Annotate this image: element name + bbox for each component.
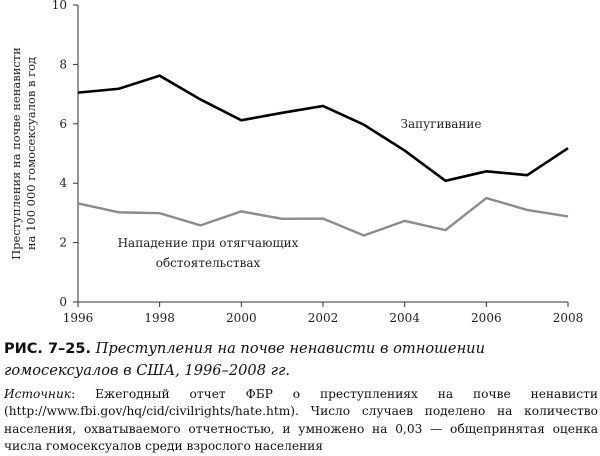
x-tick-label: 1998 [144,311,175,325]
source-label: Источник [4,387,71,401]
y-tick-label: 4 [59,176,67,190]
x-tick-label: 2004 [389,311,420,325]
x-tick-label: 1996 [63,311,94,325]
y-tick-label: 8 [59,57,67,71]
series-label-line: Запугивание [401,117,482,131]
series-label-aggravated-assault: Нападение при отягчающих обстоятельствах [118,236,299,270]
series-line-aggravated-assault [78,198,568,235]
x-tick-label: 2006 [471,311,502,325]
hate-crimes-line-chart: Преступления на почве ненавистина 100 00… [0,0,600,336]
y-axis-title: Преступления на почве ненавистина 100 00… [9,47,38,260]
figure-number: РИС. 7–25. [4,341,91,357]
series-group: Запугивание Нападение при отягчающих обсто… [78,76,568,270]
y-axis-title-line: на 100 000 гомосексуалов в год [24,57,38,250]
figure-caption: РИС. 7–25. Преступления на почве ненавис… [4,338,598,381]
source-text: : Ежегодный отчет ФБР о преступлениях на… [4,387,598,453]
y-tick-label: 10 [52,0,67,12]
y-tick-label: 6 [59,117,67,131]
x-axis: 1996 1998 2000 2002 2004 2006 2008 [63,302,584,325]
x-tick-label: 2002 [308,311,339,325]
series-line-intimidation [78,76,568,181]
y-axis-label: Преступления на почве ненавистина 100 00… [9,47,38,260]
source-note: Источник: Ежегодный отчет ФБР о преступл… [4,386,598,456]
series-label-line: Нападение при отягчающих [118,236,299,250]
y-tick-label: 0 [59,295,67,309]
y-axis-title-line: Преступления на почве ненависти [9,47,23,260]
y-tick-label: 2 [59,236,67,250]
series-label-line: обстоятельствах [156,256,261,270]
y-axis: 0 2 4 6 8 10 [52,0,78,309]
x-tick-label: 2000 [226,311,257,325]
series-label-intimidation: Запугивание [401,117,482,131]
x-tick-label: 2008 [553,311,584,325]
